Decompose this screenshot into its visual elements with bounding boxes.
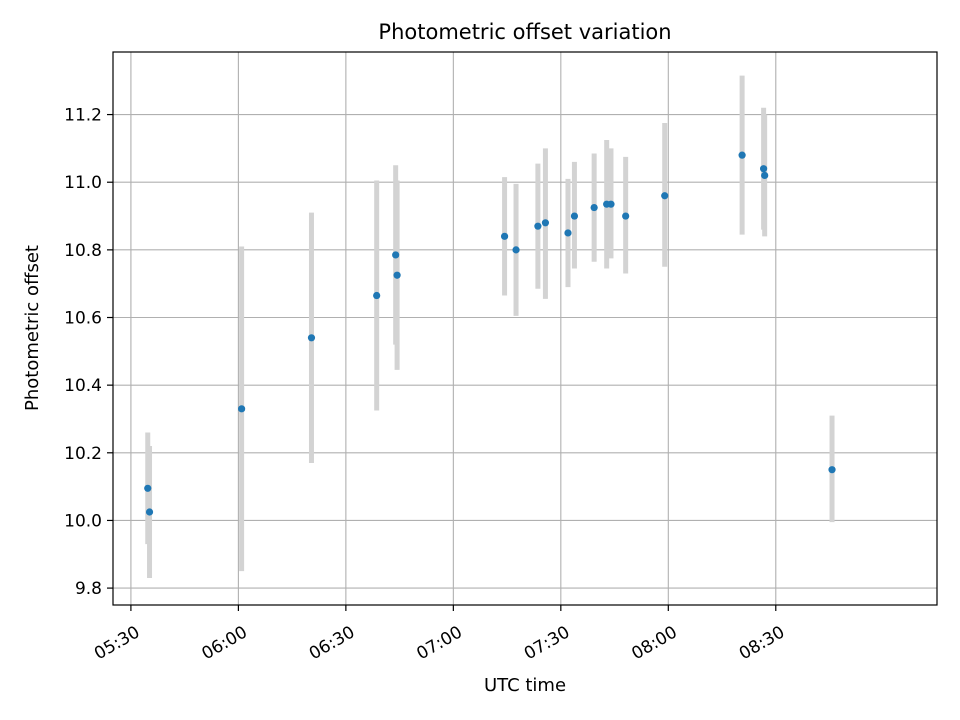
data-point: [570, 212, 579, 220]
x-axis-label: UTC time: [484, 675, 566, 696]
data-point: [541, 219, 550, 227]
data-point: [828, 466, 836, 474]
data-point: [738, 151, 746, 159]
data-point: [393, 271, 401, 279]
y-tick-label: 11.0: [64, 173, 102, 193]
y-axis-label: Photometric offset: [22, 245, 43, 411]
data-point: [512, 246, 520, 254]
plot-frame: [112, 51, 938, 606]
y-tick-label: 10.4: [64, 376, 102, 396]
data-point: [392, 251, 400, 259]
data-point: [760, 165, 768, 173]
data-point: [661, 192, 669, 200]
data-point: [238, 405, 246, 413]
data-point: [307, 334, 316, 342]
data-point: [761, 171, 769, 180]
data-point: [607, 200, 615, 208]
data-point: [590, 203, 598, 212]
point-layer: [144, 151, 836, 516]
grid-layer: [113, 52, 937, 605]
y-tick-label: 9.8: [75, 579, 102, 599]
y-tick-label: 10.2: [64, 444, 102, 464]
data-point: [564, 229, 572, 237]
y-tick-label: 10.8: [64, 241, 102, 261]
chart-title: Photometric offset variation: [378, 20, 671, 44]
data-point: [145, 508, 154, 516]
y-tick-label: 11.2: [64, 106, 102, 126]
data-point: [500, 232, 509, 240]
data-point: [144, 484, 152, 492]
data-point: [622, 212, 630, 220]
data-point: [373, 291, 381, 300]
y-tick-label: 10.6: [64, 309, 102, 329]
y-tick-label: 10.0: [64, 511, 102, 531]
data-point: [534, 222, 542, 230]
